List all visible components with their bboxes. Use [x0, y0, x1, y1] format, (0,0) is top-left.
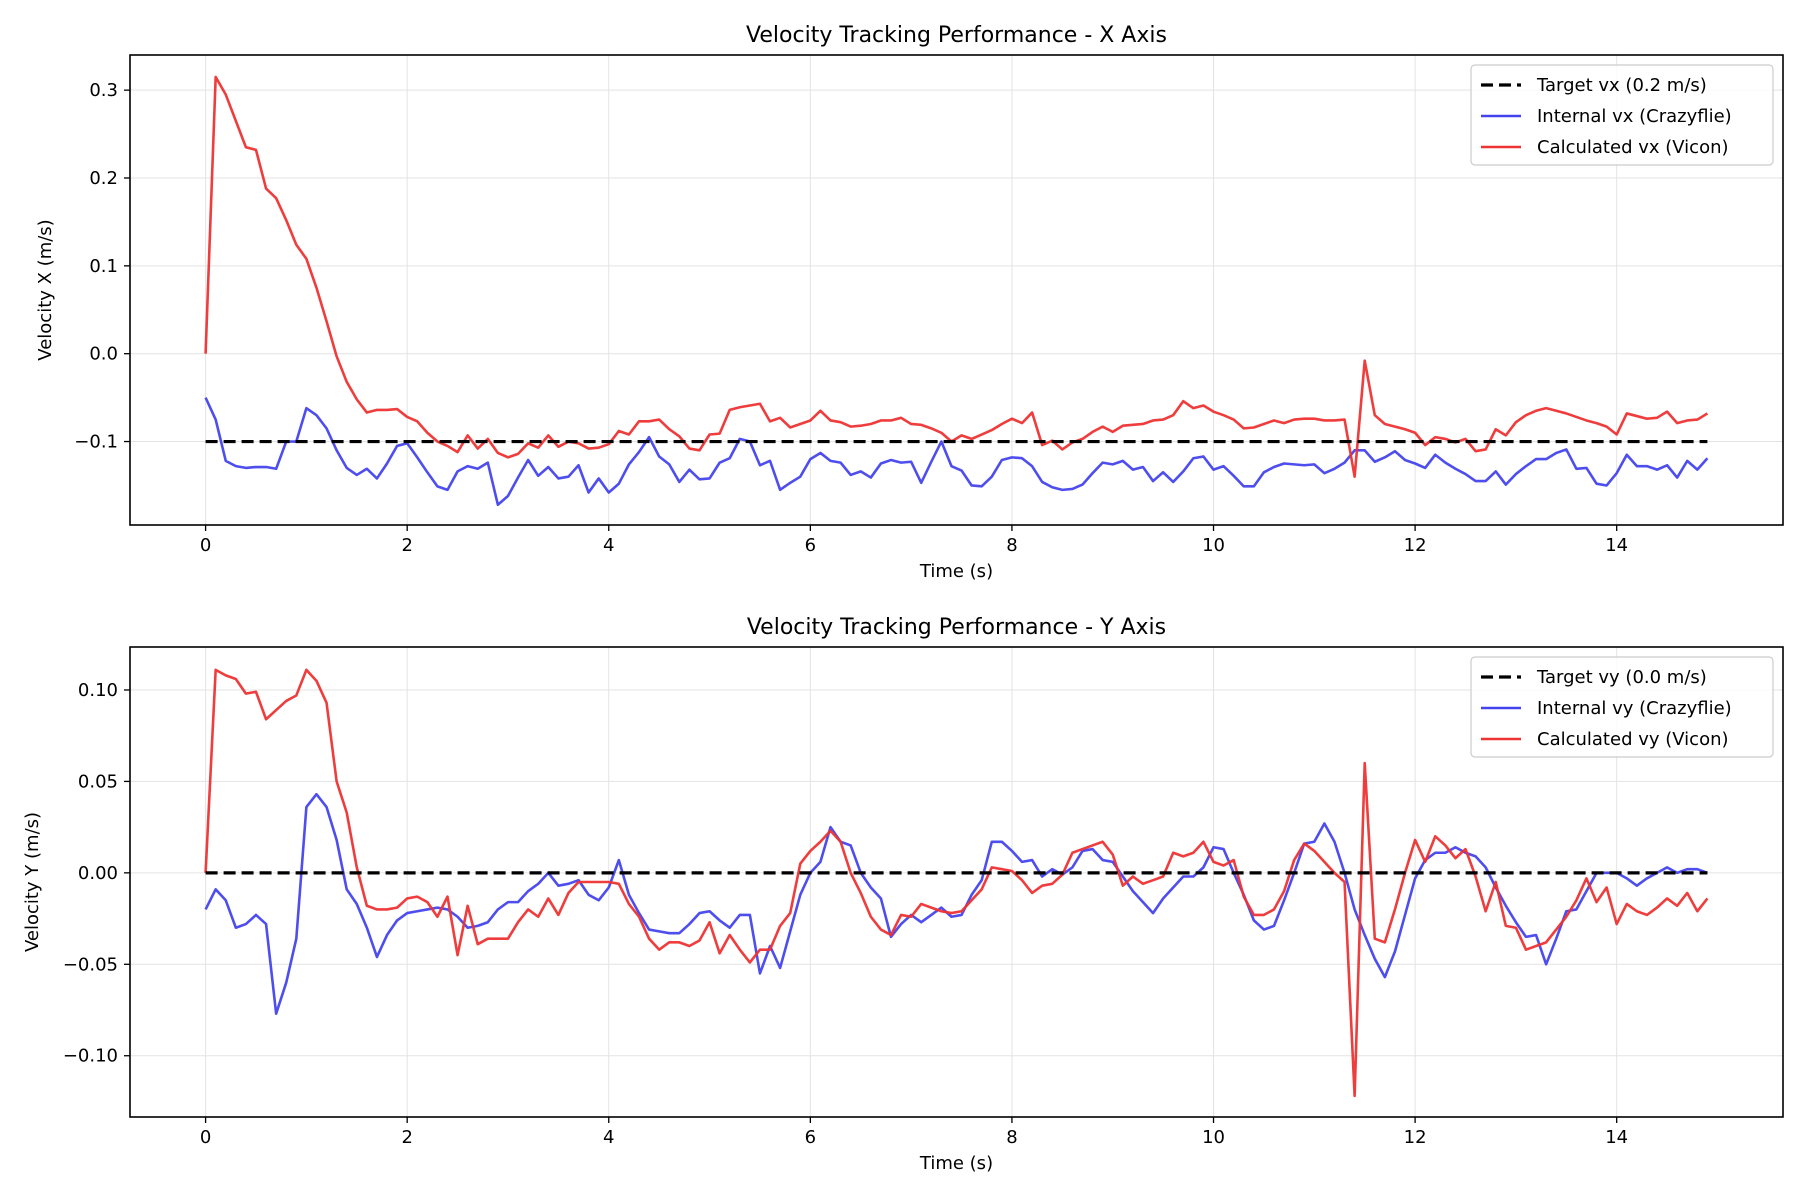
- x-axis-label: Time (s): [919, 1153, 993, 1174]
- y-tick-label: 0.05: [78, 771, 118, 792]
- plot-frame: [129, 646, 1784, 1118]
- x-tick-label: 10: [1202, 535, 1225, 556]
- y-tick-label: 0.0: [89, 344, 118, 365]
- x-tick-label: 6: [805, 535, 816, 556]
- x-tick-label: 2: [401, 535, 412, 556]
- x-tick-label: 6: [805, 1127, 816, 1148]
- x-tick-label: 4: [603, 535, 614, 556]
- chart-x-axis: 0 2 4 6 8 10 12 14 −0.1 0.0 0.1 0.2 0.3 Velocity Trac…: [35, 23, 1784, 582]
- y-tick-label: 0.2: [89, 168, 118, 189]
- legend-box: [1470, 656, 1774, 758]
- y-tick-label: −0.1: [74, 432, 118, 453]
- legend-label: Calculated vy (Vicon): [1537, 729, 1729, 750]
- y-tick-label: 0.3: [89, 80, 118, 101]
- series-calculated-line: [204, 668, 1709, 1098]
- chart-title: Velocity Tracking Performance - Y Axis: [747, 615, 1166, 640]
- legend-label: Internal vx (Crazyflie): [1537, 106, 1732, 127]
- x-tick-label: 0: [200, 535, 211, 556]
- y-tick-label: 0.10: [78, 680, 118, 701]
- x-tick-label: 8: [1006, 535, 1017, 556]
- chart-title: Velocity Tracking Performance - X Axis: [746, 23, 1167, 48]
- legend-label: Target vx (0.2 m/s): [1536, 75, 1707, 96]
- y-tick-label: 0.1: [89, 256, 118, 277]
- y-axis-label: Velocity Y (m/s): [22, 812, 43, 952]
- plot-frame: [129, 54, 1784, 526]
- x-tick-label: 14: [1605, 535, 1628, 556]
- x-tick-label: 2: [401, 1127, 412, 1148]
- series-internal-line: [204, 397, 1709, 507]
- legend: Target vy (0.0 m/s) Internal vy (Crazyfli…: [1470, 656, 1774, 758]
- x-tick-label: 0: [200, 1127, 211, 1148]
- x-tick-label: 14: [1605, 1127, 1628, 1148]
- legend-box: [1470, 64, 1774, 166]
- x-tick-label: 4: [603, 1127, 614, 1148]
- chart-y-axis: 0 2 4 6 8 10 12 14 −0.10 −0.05 0.00 0.05 0.10 Velocit…: [22, 615, 1784, 1174]
- y-tick-label: −0.05: [63, 954, 118, 975]
- x-tick-label: 12: [1404, 535, 1427, 556]
- x-tick-label: 12: [1404, 1127, 1427, 1148]
- legend-label: Internal vy (Crazyflie): [1537, 698, 1732, 719]
- legend: Target vx (0.2 m/s) Internal vx (Crazyfli…: [1470, 64, 1774, 166]
- legend-label: Calculated vx (Vicon): [1537, 137, 1729, 158]
- x-tick-label: 8: [1006, 1127, 1017, 1148]
- x-axis-label: Time (s): [919, 561, 993, 582]
- y-axis-label: Velocity X (m/s): [35, 219, 56, 360]
- legend-label: Target vy (0.0 m/s): [1536, 667, 1707, 688]
- y-tick-label: 0.00: [78, 863, 118, 884]
- x-tick-label: 10: [1202, 1127, 1225, 1148]
- y-tick-label: −0.10: [63, 1046, 118, 1067]
- series-internal-line: [204, 792, 1708, 1015]
